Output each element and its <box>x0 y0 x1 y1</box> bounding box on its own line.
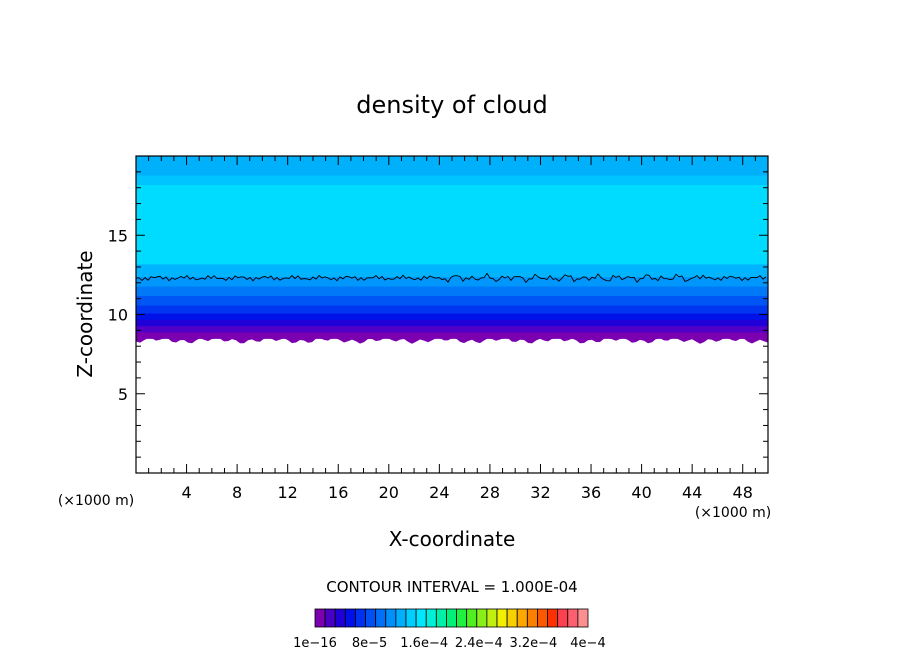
colorbar-swatch <box>506 608 518 628</box>
x-tick-label: 16 <box>328 483 348 502</box>
y-tick-label: 10 <box>108 306 128 325</box>
x-tick-label: 4 <box>181 483 191 502</box>
x-tick-label: 12 <box>278 483 298 502</box>
x-tick-label: 20 <box>379 483 399 502</box>
colorbar-swatch <box>435 608 447 628</box>
colorbar-swatch <box>425 608 437 628</box>
cloud-base-edge <box>136 338 768 344</box>
colorbar-swatch <box>314 608 326 628</box>
colorbar-label: 3.2e−4 <box>509 636 557 651</box>
contour-line <box>135 272 767 284</box>
colorbar-swatch <box>476 608 488 628</box>
cloud-layer-7 <box>136 276 768 287</box>
contour-interval-label: CONTOUR INTERVAL = 1.000E-04 <box>326 578 577 596</box>
x-tick-label: 8 <box>232 483 242 502</box>
colorbar-swatch <box>415 608 427 628</box>
colorbar <box>314 608 589 628</box>
cloud-layer-5 <box>136 295 768 306</box>
colorbar-swatch <box>395 608 407 628</box>
colorbar-label: 2.4e−4 <box>455 636 503 651</box>
x-tick-label: 48 <box>733 483 753 502</box>
x-tick-label: 44 <box>682 483 702 502</box>
colorbar-swatch <box>547 608 559 628</box>
colorbar-swatch <box>567 608 579 628</box>
colorbar-label: 4e−4 <box>570 636 605 651</box>
cloud-layer-4 <box>136 304 768 314</box>
colorbar-swatch <box>557 608 569 628</box>
x-axis-ticks: 4 8 12 16 20 24 28 32 36 40 44 48 <box>148 156 756 502</box>
x-tick-label: 40 <box>631 483 651 502</box>
colorbar-labels: 1e−16 8e−5 1.6e−4 2.4e−4 3.2e−4 4e−4 <box>293 636 606 651</box>
colorbar-swatch <box>365 608 377 628</box>
plot-area <box>135 155 769 474</box>
colorbar-label: 1e−16 <box>293 636 337 651</box>
y-axis-ticks: 5 10 15 <box>108 171 768 458</box>
y-axis-label: Z-coordinate <box>73 250 97 377</box>
colorbar-swatch <box>344 608 356 628</box>
cloud-layer-9 <box>136 184 768 265</box>
cloud-layer-2 <box>136 319 768 327</box>
y-tick-label: 5 <box>118 385 128 404</box>
cloud-layer-0 <box>136 331 768 339</box>
cloud-layer-6 <box>136 285 768 297</box>
x-tick-label: 24 <box>429 483 449 502</box>
x-unit-left: (×1000 m) <box>58 493 134 509</box>
colorbar-swatch <box>537 608 548 628</box>
x-tick-label: 36 <box>581 483 601 502</box>
cloud-layer-8 <box>136 263 768 278</box>
chart-title: density of cloud <box>356 91 547 119</box>
colorbar-swatch <box>375 608 387 628</box>
x-axis-label: X-coordinate <box>389 527 516 551</box>
colorbar-swatch <box>486 608 498 628</box>
colorbar-swatch <box>405 608 417 628</box>
colorbar-swatch <box>334 608 346 628</box>
cloud-layer-10 <box>136 175 768 186</box>
colorbar-swatch <box>577 608 589 628</box>
x-tick-label: 32 <box>530 483 550 502</box>
cloud-layer-11 <box>136 156 768 176</box>
colorbar-label: 8e−5 <box>352 636 387 651</box>
x-tick-label: 28 <box>480 483 500 502</box>
colorbar-swatch <box>355 608 366 628</box>
colorbar-swatch <box>526 608 538 628</box>
colorbar-label: 1.6e−4 <box>400 636 448 651</box>
colorbar-swatch <box>324 608 336 628</box>
cloud-layer-3 <box>136 312 768 320</box>
colorbar-swatch <box>446 608 457 628</box>
x-unit-right: (×1000 m) <box>695 505 771 521</box>
colorbar-swatch <box>516 608 528 628</box>
colorbar-swatch <box>456 608 468 628</box>
cloud-layer-1 <box>136 325 768 333</box>
colorbar-swatch <box>466 608 478 628</box>
colorbar-swatch <box>496 608 508 628</box>
y-tick-label: 15 <box>108 226 128 245</box>
colorbar-swatch <box>385 608 397 628</box>
